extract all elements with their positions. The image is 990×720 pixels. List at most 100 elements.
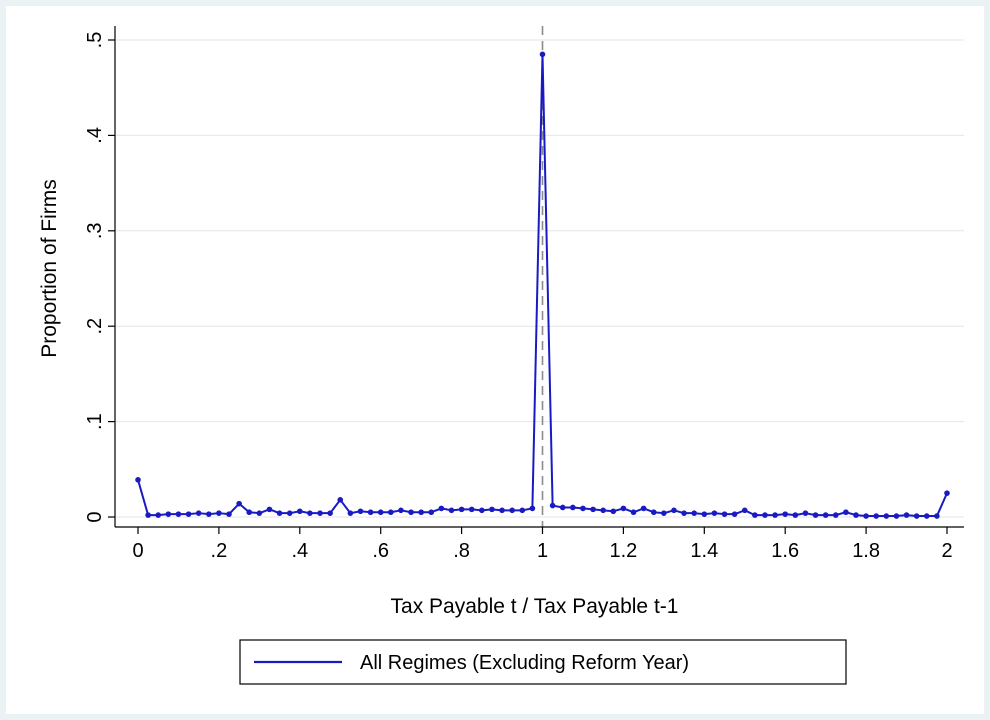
y-tick-label: 0 — [84, 511, 106, 522]
data-point — [903, 512, 910, 518]
data-point — [590, 506, 596, 513]
data-point — [377, 509, 384, 516]
data-point — [691, 510, 697, 516]
x-tick-label: 0 — [132, 540, 143, 562]
data-point — [721, 511, 728, 517]
y-tick-label: .5 — [84, 32, 106, 49]
data-point — [539, 51, 546, 58]
data-point — [428, 509, 435, 516]
data-point — [711, 510, 718, 516]
x-tick-label: 1.2 — [609, 540, 637, 562]
data-point — [772, 512, 778, 518]
data-point — [266, 506, 273, 513]
data-point — [650, 509, 657, 516]
data-point — [671, 507, 677, 514]
data-point — [286, 510, 293, 516]
data-point — [893, 513, 900, 519]
x-axis-label: Tax Payable t / Tax Payable t-1 — [391, 595, 679, 618]
y-axis-label: Proportion of Firms — [38, 179, 61, 358]
data-point — [913, 513, 920, 519]
data-point — [236, 500, 242, 507]
data-point — [883, 513, 890, 519]
data-point — [741, 507, 748, 514]
data-point — [701, 511, 708, 517]
data-point — [509, 507, 515, 514]
data-point — [853, 512, 859, 518]
data-point — [580, 505, 586, 512]
data-point — [519, 507, 526, 514]
legend-label: All Regimes (Excluding Reform Year) — [360, 652, 689, 674]
data-point — [418, 509, 424, 516]
data-point — [175, 511, 182, 517]
data-point — [337, 497, 344, 503]
data-point — [762, 512, 768, 518]
data-point — [812, 512, 819, 518]
data-point — [195, 510, 202, 516]
x-tick-label: .8 — [453, 540, 470, 562]
data-point — [155, 512, 162, 518]
data-point — [529, 505, 536, 512]
x-tick-label: .6 — [372, 540, 389, 562]
x-tick-label: .2 — [211, 540, 228, 562]
data-point — [620, 505, 627, 512]
data-point — [205, 511, 212, 517]
data-point — [185, 511, 192, 517]
data-point — [832, 512, 839, 518]
x-tick-label: 2 — [941, 540, 952, 562]
data-point — [681, 510, 687, 516]
data-point — [822, 512, 829, 518]
data-point — [256, 510, 263, 516]
data-point — [327, 510, 333, 516]
y-tick-label: .3 — [84, 222, 106, 239]
data-point — [458, 506, 465, 513]
data-point — [408, 509, 414, 516]
data-point — [165, 511, 172, 517]
gridlines — [115, 39, 964, 518]
data-point — [570, 504, 576, 511]
data-point — [630, 509, 637, 516]
data-point — [276, 510, 283, 516]
data-point — [782, 511, 788, 517]
data-point — [640, 505, 647, 512]
data-point — [135, 476, 141, 483]
data-point — [489, 506, 495, 513]
y-tick-label: .2 — [84, 318, 106, 335]
chart-panel: 0 .1 .2 .3 .4 .5 0 .2 .4 .6 .8 1 1.2 1.4 1.6 1.8 2 Tax P… — [6, 6, 984, 714]
x-tick-label: 1.4 — [690, 540, 718, 562]
data-point — [388, 509, 394, 516]
data-point — [944, 490, 950, 496]
data-point — [438, 505, 445, 512]
data-point — [843, 509, 849, 516]
data-point — [448, 507, 455, 514]
data-point — [145, 512, 151, 518]
data-point — [559, 504, 566, 511]
data-point — [468, 506, 475, 513]
data-point — [246, 509, 253, 516]
data-point — [357, 508, 364, 515]
data-point — [802, 510, 809, 516]
axes: 0 .1 .2 .3 .4 .5 0 .2 .4 .6 .8 1 1.2 1.4 1.6 1.8 2 — [84, 26, 964, 562]
x-tick-label: 1 — [537, 540, 548, 562]
data-point — [398, 507, 404, 514]
x-tick-label: 1.6 — [771, 540, 799, 562]
x-tick-label: .4 — [291, 540, 308, 562]
y-tick-label: .4 — [84, 127, 106, 144]
data-point — [752, 512, 758, 518]
data-point — [863, 513, 869, 519]
data-point — [600, 507, 606, 514]
data-point — [226, 511, 232, 517]
data-point — [307, 510, 313, 516]
data-point — [216, 510, 222, 516]
data-point — [923, 513, 930, 519]
data-point — [934, 513, 940, 519]
data-point — [873, 513, 880, 519]
data-point — [792, 512, 799, 518]
data-point — [549, 502, 556, 509]
data-point — [347, 510, 354, 516]
data-point — [479, 507, 485, 514]
data-point — [661, 510, 667, 516]
series-group — [135, 51, 950, 519]
data-point — [317, 510, 323, 516]
data-point — [610, 508, 617, 515]
